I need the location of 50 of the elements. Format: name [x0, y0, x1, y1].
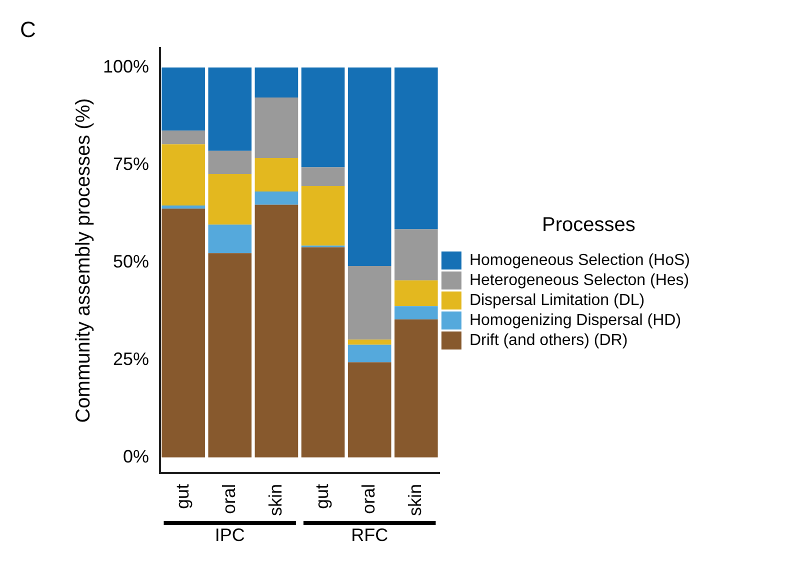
x-tick-label: oral [218, 484, 239, 514]
y-tick-label: 75% [113, 154, 150, 174]
legend-title: Processes [542, 214, 636, 236]
bar [301, 167, 345, 186]
y-tick-label: 0% [123, 446, 150, 466]
legend-label: Homogenizing Dispersal (HD) [469, 312, 682, 329]
bar [208, 224, 252, 254]
text: IPC [214, 524, 245, 545]
bar [162, 206, 205, 209]
bar [301, 186, 345, 246]
y-tick-label: 100% [102, 56, 150, 76]
bar [348, 362, 392, 458]
bar [162, 208, 205, 458]
x-tick-label: oral [358, 484, 379, 514]
x-tick-label: gut [312, 484, 332, 510]
bar [394, 67, 438, 230]
text: RFC [351, 524, 388, 545]
y-tick-label: 25% [113, 348, 150, 369]
bar [394, 306, 438, 320]
bar [394, 319, 438, 458]
bar [162, 67, 205, 131]
bar [348, 266, 392, 340]
bar [348, 67, 392, 266]
bar [208, 67, 252, 151]
bar [208, 253, 252, 458]
bar [254, 98, 298, 158]
bar [254, 204, 298, 458]
chart-title: C [20, 17, 36, 42]
x-tick-label: skin [405, 484, 426, 516]
y-tick-label: 50% [113, 251, 150, 272]
bar [394, 280, 438, 306]
bar [301, 247, 345, 458]
y-axis-title: Community assembly processes (%) [72, 98, 95, 423]
bar [208, 150, 252, 174]
bar [162, 144, 205, 206]
x-tick-label: gut [172, 484, 192, 510]
bar [254, 191, 298, 205]
bar [301, 67, 345, 168]
bar [254, 158, 298, 192]
bar [394, 229, 438, 280]
legend-label: Dispersal Limitation (DL) [469, 292, 645, 309]
bar [208, 174, 252, 225]
bar [348, 340, 392, 345]
bar [254, 67, 298, 98]
bar [162, 130, 205, 144]
legend-label: Heterogeneous Selecton (Hes) [469, 272, 690, 289]
legend-label: Drift (and others) (DR) [469, 332, 628, 349]
x-tick-label: skin [265, 484, 286, 516]
bar [348, 344, 392, 362]
legend-label: Homogeneous Selection (HoS) [469, 252, 690, 269]
